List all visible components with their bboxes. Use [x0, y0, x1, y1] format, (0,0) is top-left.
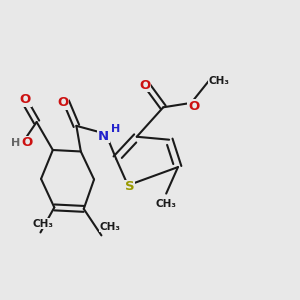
Text: H: H	[11, 138, 20, 148]
Text: O: O	[21, 136, 32, 149]
Text: CH₃: CH₃	[33, 219, 54, 229]
Text: S: S	[124, 180, 134, 193]
Text: N: N	[98, 130, 109, 143]
Text: CH₃: CH₃	[100, 222, 121, 232]
Text: CH₃: CH₃	[209, 76, 230, 86]
Text: O: O	[58, 96, 69, 110]
Text: O: O	[188, 100, 199, 113]
Text: O: O	[20, 93, 31, 106]
Text: O: O	[139, 79, 150, 92]
Text: CH₃: CH₃	[156, 199, 177, 209]
Text: H: H	[111, 124, 120, 134]
